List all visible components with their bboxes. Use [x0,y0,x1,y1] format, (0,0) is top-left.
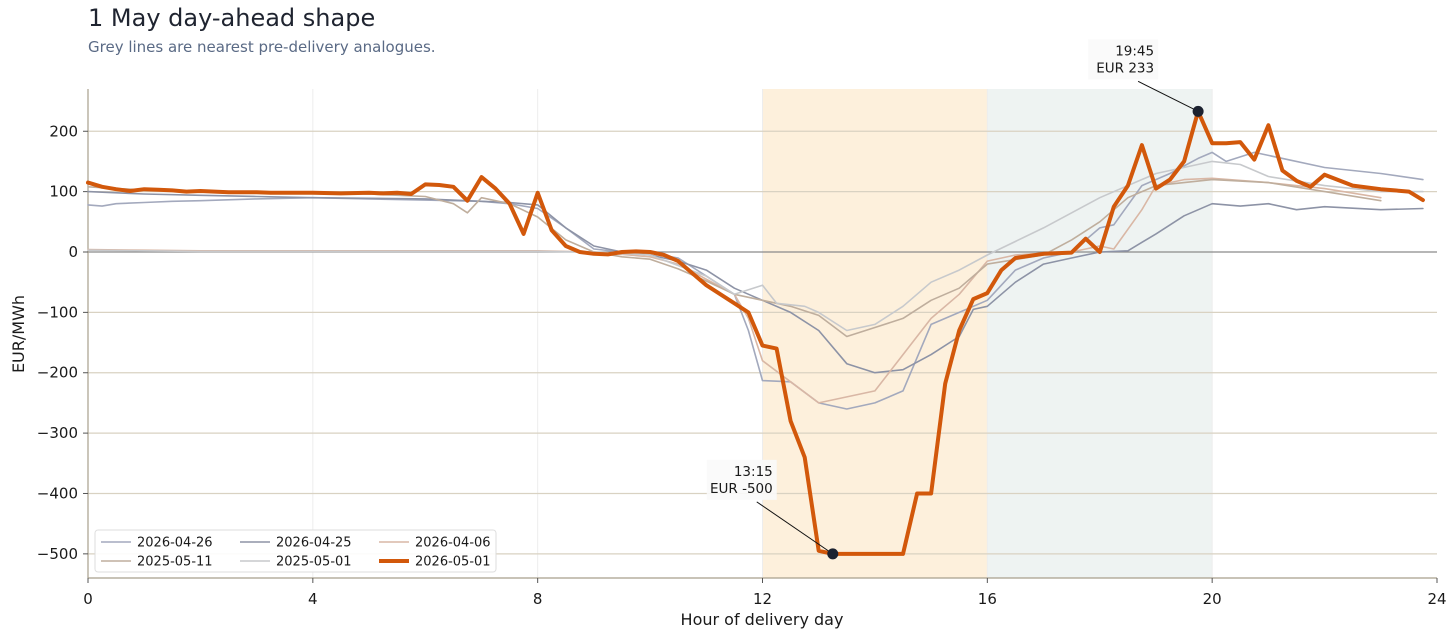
y-tick-label: 0 [68,243,78,261]
axes: 0 4 8 12 16 20 24 −500 −400 −300 −200 −100 0 100 200 [37,89,1447,608]
y-tick-label: 100 [49,183,78,201]
annotation-time: 13:15 [734,464,773,480]
x-tick-label: 8 [533,590,543,608]
annotation-time: 19:45 [1115,43,1154,59]
annotation-value: EUR -500 [710,481,773,497]
annotation-box [706,459,777,500]
shaded-band-0 [762,89,988,578]
y-tick-label: −300 [37,424,78,442]
annotation-arrow [756,501,834,555]
annotation-marker [827,548,839,560]
legend: 2026-04-26 2025-05-11 2026-04-25 2025-05-01… [94,529,497,573]
x-tick-label: 0 [83,590,93,608]
x-tick-label: 12 [753,590,772,608]
annotation-box [1088,39,1159,80]
y-tick-label: 200 [49,122,78,140]
series-line-2026-04-25 [87,190,1424,374]
y-tick-label: −200 [37,364,78,382]
x-tick-label: 4 [308,590,318,608]
legend-label: 2025-05-01 [276,555,352,570]
y-tick-label: −100 [37,303,78,321]
x-tick-label: 24 [1427,590,1446,608]
chart-subtitle: Grey lines are nearest pre-delivery anal… [88,38,436,56]
x-tick-label: 16 [978,590,997,608]
legend-label: 2025-05-11 [137,555,213,570]
legend-label: 2026-04-25 [276,536,352,551]
series-line-2025-05-01 [87,160,1424,332]
legend-label: 2026-04-06 [415,536,491,551]
chart-title: 1 May day-ahead shape [88,4,376,32]
annotation-arrow [1137,80,1199,112]
x-axis-label: Hour of delivery day [681,610,844,629]
series-line-2026-05-01 [86,109,1425,556]
grid-lines [88,89,1437,578]
shaded-band-1 [987,89,1213,578]
legend-label: 2026-04-26 [137,536,213,551]
y-tick-label: −500 [37,545,78,563]
legend-label: 2026-05-01 [415,555,491,570]
y-axis-label: EUR/MWh [9,295,28,373]
annotation-marker [1192,105,1204,117]
series-lines [86,109,1425,556]
annotation-value: EUR 233 [1096,60,1154,76]
x-tick-label: 20 [1203,590,1222,608]
y-tick-label: −400 [37,484,78,502]
